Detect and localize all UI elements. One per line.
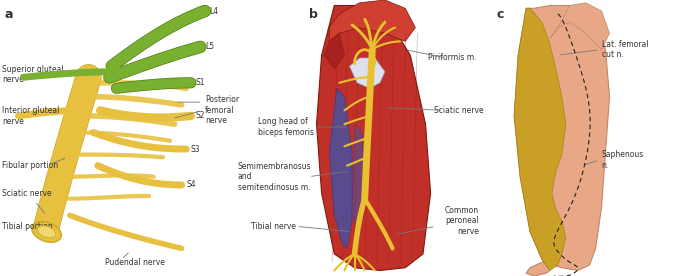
Text: Sciatic nerve: Sciatic nerve <box>2 189 52 198</box>
Text: Common
peroneal
nerve: Common peroneal nerve <box>445 206 479 236</box>
Text: b: b <box>309 8 318 21</box>
Text: Interior gluteal
nerve: Interior gluteal nerve <box>2 106 60 126</box>
Text: L5: L5 <box>205 43 214 51</box>
Text: c: c <box>496 8 503 21</box>
Polygon shape <box>349 58 385 88</box>
Polygon shape <box>550 3 610 50</box>
Polygon shape <box>329 88 352 248</box>
Text: a: a <box>5 8 13 21</box>
Text: Pudendal nerve: Pudendal nerve <box>105 258 165 267</box>
Polygon shape <box>514 6 610 276</box>
Text: S1: S1 <box>196 78 205 87</box>
Text: S2: S2 <box>196 112 205 120</box>
Text: S3: S3 <box>191 145 201 153</box>
Polygon shape <box>324 33 345 69</box>
Text: Tibial nerve: Tibial nerve <box>251 222 296 231</box>
Polygon shape <box>514 8 566 270</box>
Polygon shape <box>329 0 415 41</box>
Polygon shape <box>352 124 364 235</box>
Text: Long head of
biceps femoris: Long head of biceps femoris <box>258 117 314 137</box>
Text: S4: S4 <box>186 181 196 189</box>
Text: Piriformis m.: Piriformis m. <box>427 54 476 62</box>
Text: Fibular portion: Fibular portion <box>2 161 58 170</box>
Text: Sciatic nerve: Sciatic nerve <box>434 106 484 115</box>
Text: Lat. femoral
cut n.: Lat. femoral cut n. <box>601 40 648 59</box>
Polygon shape <box>316 6 431 270</box>
Ellipse shape <box>38 226 55 238</box>
Text: L4: L4 <box>210 7 219 15</box>
Text: Tibial portion: Tibial portion <box>2 222 53 231</box>
Ellipse shape <box>32 221 62 242</box>
Text: Posterior
femoral
nerve: Posterior femoral nerve <box>205 95 239 125</box>
Text: Saphenous
n.: Saphenous n. <box>601 150 644 170</box>
Text: Superior gluteal
nerve: Superior gluteal nerve <box>2 65 64 84</box>
Text: Semimembranosus
and
semitendinosus m.: Semimembranosus and semitendinosus m. <box>238 162 312 192</box>
